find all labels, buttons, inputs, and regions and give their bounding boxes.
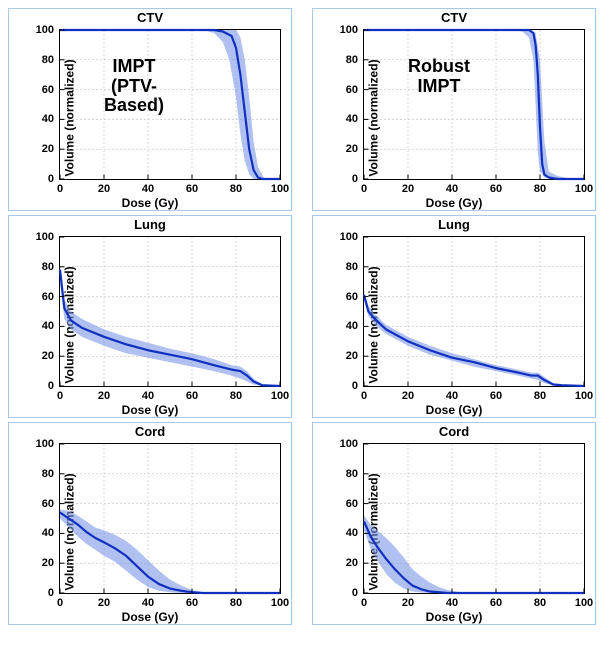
y-tick: 100 (340, 24, 358, 36)
x-axis-label: Dose (Gy) (426, 196, 483, 210)
x-tick: 100 (271, 390, 289, 402)
x-tick: 60 (186, 390, 198, 402)
x-tick: 20 (98, 597, 110, 609)
y-tick: 60 (42, 291, 54, 303)
x-tick: 0 (57, 597, 63, 609)
x-axis-label: Dose (Gy) (122, 610, 179, 624)
y-tick: 60 (346, 498, 358, 510)
x-tick: 100 (271, 597, 289, 609)
y-tick: 20 (42, 143, 54, 155)
plot-area: 020406080100020406080100IMPT(PTV-Based) (59, 29, 281, 180)
y-tick: 20 (346, 350, 358, 362)
x-tick: 20 (98, 183, 110, 195)
y-tick: 60 (42, 498, 54, 510)
y-tick: 60 (346, 84, 358, 96)
x-tick: 60 (490, 183, 502, 195)
x-tick: 100 (271, 183, 289, 195)
x-tick: 60 (490, 597, 502, 609)
chart-lung-right: LungVolume (normalized)Dose (Gy)02040608… (312, 215, 596, 418)
x-tick: 80 (534, 597, 546, 609)
y-tick: 0 (352, 173, 358, 185)
chart-ctv-left: CTVVolume (normalized)Dose (Gy)020406080… (8, 8, 292, 211)
plot-area: 020406080100020406080100RobustIMPT (363, 29, 585, 180)
y-tick: 60 (346, 291, 358, 303)
x-tick: 40 (142, 597, 154, 609)
chart-title: CTV (313, 9, 595, 25)
x-tick: 60 (186, 597, 198, 609)
annotation: RobustIMPT (408, 57, 470, 97)
x-tick: 0 (57, 183, 63, 195)
x-tick: 80 (230, 183, 242, 195)
x-tick: 80 (534, 183, 546, 195)
chart-title: Lung (9, 216, 291, 232)
y-tick: 40 (346, 527, 358, 539)
y-tick: 20 (42, 557, 54, 569)
chart-ctv-right: CTVVolume (normalized)Dose (Gy)020406080… (312, 8, 596, 211)
x-tick: 100 (575, 183, 593, 195)
x-axis-label: Dose (Gy) (122, 196, 179, 210)
chart-title: CTV (9, 9, 291, 25)
x-tick: 80 (230, 597, 242, 609)
x-tick: 60 (490, 390, 502, 402)
y-tick: 0 (352, 380, 358, 392)
x-tick: 40 (446, 183, 458, 195)
x-tick: 20 (402, 183, 414, 195)
y-tick: 20 (346, 557, 358, 569)
y-tick: 100 (36, 438, 54, 450)
chart-lung-left: LungVolume (normalized)Dose (Gy)02040608… (8, 215, 292, 418)
annotation: IMPT(PTV-Based) (104, 57, 164, 116)
y-tick: 40 (42, 527, 54, 539)
x-tick: 0 (361, 390, 367, 402)
plot-area: 020406080100020406080100 (59, 236, 281, 387)
chart-cord-right: CordVolume (normalized)Dose (Gy)02040608… (312, 422, 596, 625)
chart-grid: CTVVolume (normalized)Dose (Gy)020406080… (8, 8, 596, 625)
y-tick: 0 (48, 173, 54, 185)
chart-title: Lung (313, 216, 595, 232)
x-tick: 40 (142, 183, 154, 195)
y-tick: 40 (346, 113, 358, 125)
x-tick: 20 (402, 390, 414, 402)
plot-area: 020406080100020406080100 (363, 236, 585, 387)
y-tick: 40 (42, 320, 54, 332)
y-tick: 40 (346, 320, 358, 332)
y-tick: 100 (340, 438, 358, 450)
y-tick: 100 (36, 231, 54, 243)
y-tick: 80 (346, 468, 358, 480)
x-tick: 0 (361, 597, 367, 609)
chart-title: Cord (9, 423, 291, 439)
x-axis-label: Dose (Gy) (426, 610, 483, 624)
chart-title: Cord (313, 423, 595, 439)
x-tick: 40 (446, 597, 458, 609)
x-tick: 0 (57, 390, 63, 402)
x-tick: 100 (575, 597, 593, 609)
y-tick: 80 (42, 54, 54, 66)
y-tick: 60 (42, 84, 54, 96)
y-tick: 0 (352, 587, 358, 599)
y-tick: 80 (346, 261, 358, 273)
x-axis-label: Dose (Gy) (426, 403, 483, 417)
y-tick: 20 (42, 350, 54, 362)
x-tick: 40 (142, 390, 154, 402)
plot-area: 020406080100020406080100 (59, 443, 281, 594)
y-tick: 100 (36, 24, 54, 36)
y-tick: 80 (346, 54, 358, 66)
y-tick: 0 (48, 380, 54, 392)
x-tick: 20 (402, 597, 414, 609)
x-tick: 80 (534, 390, 546, 402)
y-tick: 80 (42, 468, 54, 480)
y-tick: 0 (48, 587, 54, 599)
y-tick: 20 (346, 143, 358, 155)
y-tick: 40 (42, 113, 54, 125)
x-tick: 60 (186, 183, 198, 195)
x-axis-label: Dose (Gy) (122, 403, 179, 417)
x-tick: 0 (361, 183, 367, 195)
x-tick: 20 (98, 390, 110, 402)
y-tick: 80 (42, 261, 54, 273)
chart-cord-left: CordVolume (normalized)Dose (Gy)02040608… (8, 422, 292, 625)
plot-area: 020406080100020406080100 (363, 443, 585, 594)
x-tick: 100 (575, 390, 593, 402)
x-tick: 80 (230, 390, 242, 402)
y-tick: 100 (340, 231, 358, 243)
x-tick: 40 (446, 390, 458, 402)
